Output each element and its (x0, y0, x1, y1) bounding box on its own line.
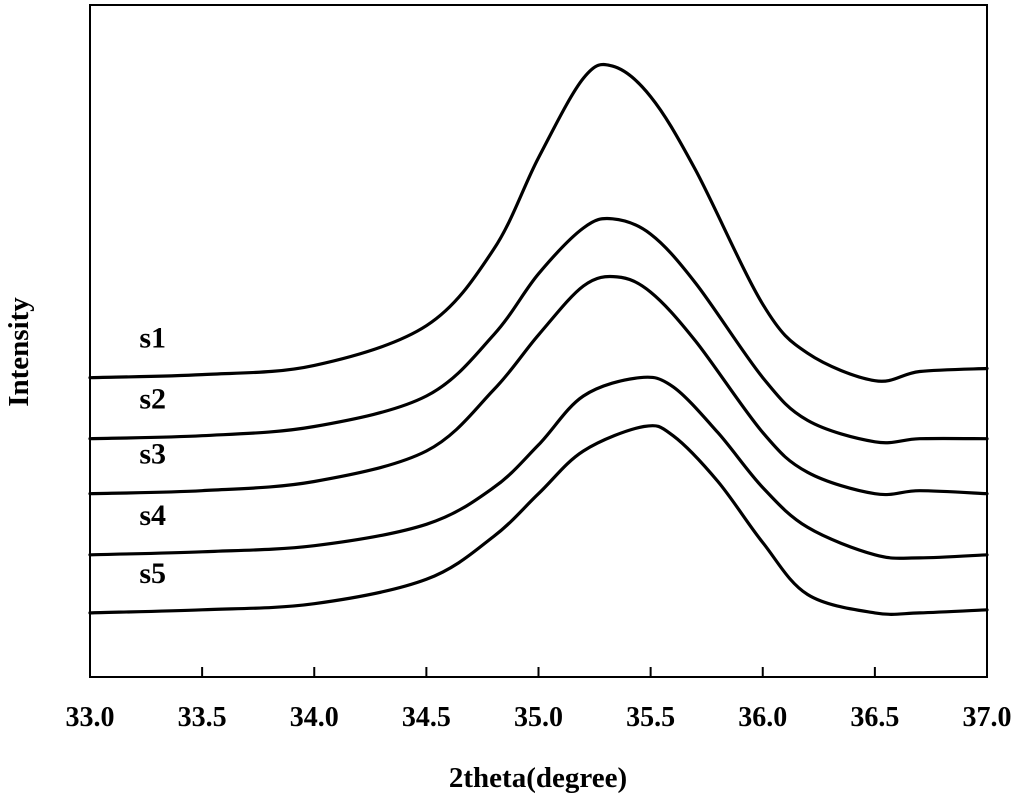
series-line-s2 (88, 216, 989, 445)
x-axis-ticks: 33.0 33.5 34.0 34.5 35.0 35.5 36.0 36.5 37.0 (66, 667, 1012, 733)
series-label-s1: s1 (139, 322, 166, 355)
x-tick-label: 35.5 (626, 702, 675, 733)
y-axis-title: Intensity (3, 297, 35, 407)
series-label-s5: s5 (139, 557, 166, 590)
series-line-s5 (88, 423, 989, 616)
plot-frame (89, 4, 988, 678)
x-tick-label: 34.0 (290, 702, 339, 733)
series-line-s3 (88, 274, 989, 497)
x-axis-title: 2theta(degree) (449, 762, 627, 794)
series-labels: s1 s2 s3 s4 s5 (139, 322, 166, 590)
x-tick-label: 33.0 (66, 702, 115, 733)
series-line-s1 (88, 62, 989, 383)
plot-border (89, 4, 988, 678)
x-tick-label: 36.0 (738, 702, 787, 733)
series-line-s4 (88, 375, 989, 560)
series-label-s2: s2 (139, 383, 166, 416)
x-tick-label: 37.0 (963, 702, 1012, 733)
x-tick-label: 33.5 (178, 702, 227, 733)
x-tick-label: 34.5 (402, 702, 451, 733)
x-tick-label: 35.0 (514, 702, 563, 733)
x-tick-label: 36.5 (850, 702, 899, 733)
series-label-s3: s3 (139, 438, 166, 471)
series-curves (88, 62, 989, 616)
series-label-s4: s4 (139, 499, 166, 532)
